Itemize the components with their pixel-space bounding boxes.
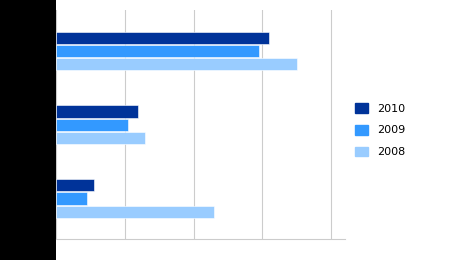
Bar: [56, 132, 145, 144]
Bar: [56, 119, 128, 131]
Bar: [56, 58, 297, 70]
Bar: [56, 206, 214, 218]
Bar: [56, 179, 94, 191]
Bar: [56, 45, 259, 57]
Bar: [56, 105, 138, 118]
Legend: 2010, 2009, 2008: 2010, 2009, 2008: [350, 98, 410, 162]
Bar: [56, 192, 87, 205]
Bar: [56, 32, 269, 44]
